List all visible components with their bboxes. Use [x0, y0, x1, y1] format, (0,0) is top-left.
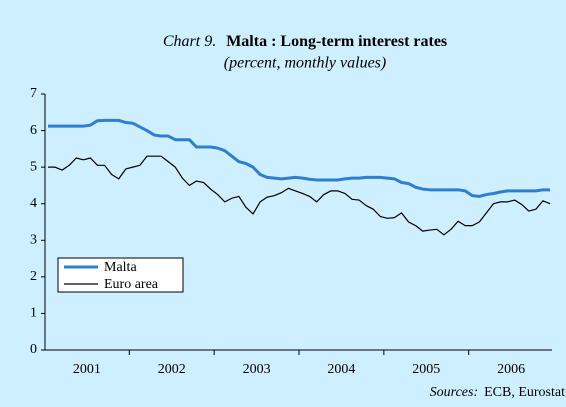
y-tick-label: 4	[30, 196, 37, 211]
x-tick-label: 2006	[497, 362, 525, 377]
y-tick-label: 0	[30, 342, 37, 357]
x-tick-label: 2001	[73, 362, 101, 377]
legend-box	[57, 257, 184, 293]
source: ECB, Eurostat	[484, 385, 565, 400]
chart-title: Malta : Long-term interest rates	[226, 33, 447, 50]
source-label: Sources:	[430, 385, 478, 400]
chart-label: Chart 9.	[163, 33, 216, 50]
y-tick-label: 5	[30, 159, 37, 174]
y-tick-label: 2	[30, 269, 37, 284]
y-tick-label: 6	[30, 123, 37, 138]
chart-title-line: Chart 9. Malta : Long-term interest rates	[163, 33, 447, 50]
line-1	[48, 155, 551, 236]
x-tick-label: 2005	[412, 362, 440, 377]
y-tick-label: 7	[30, 86, 37, 101]
line-0	[48, 118, 550, 198]
chart-subtitle: (percent, monthly values)	[224, 55, 386, 72]
legend-label: Malta	[104, 260, 137, 275]
x-tick-label: 2002	[158, 362, 186, 377]
legend-label: Euro area	[104, 277, 159, 292]
y-tick-label: 1	[30, 306, 37, 321]
source-line: Sources: ECB, Eurostat	[430, 385, 565, 400]
y-tick-label: 3	[30, 233, 37, 248]
x-tick-label: 2003	[243, 362, 271, 377]
x-tick-label: 2004	[327, 362, 355, 377]
